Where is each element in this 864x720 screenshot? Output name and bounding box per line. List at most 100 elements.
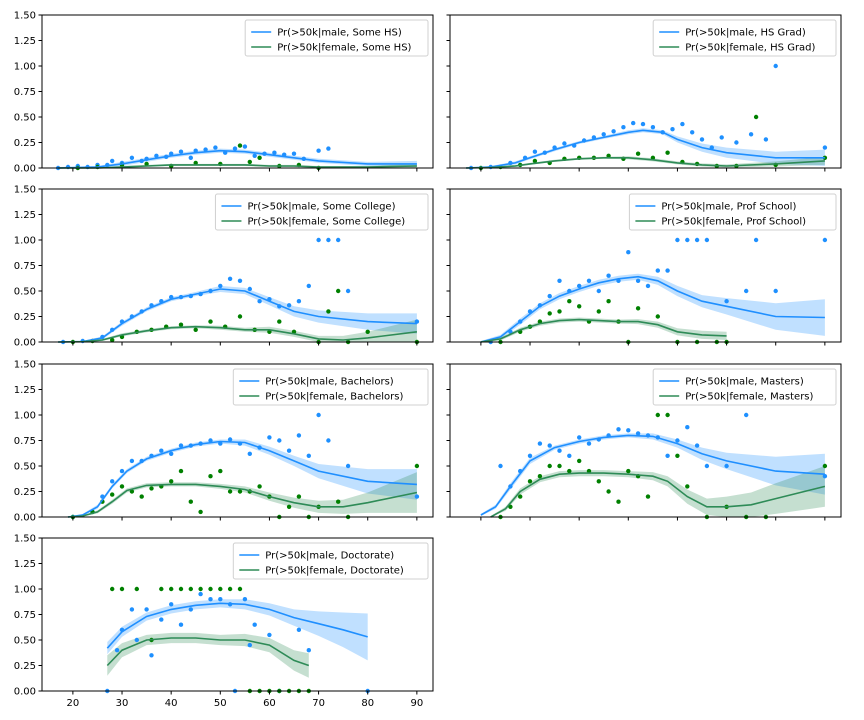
data-point bbox=[557, 278, 562, 283]
data-point bbox=[178, 586, 184, 592]
data-point bbox=[198, 509, 203, 515]
y-tick-label: 1.00 bbox=[14, 236, 36, 247]
data-point bbox=[748, 132, 754, 137]
data-point bbox=[178, 322, 184, 327]
data-point bbox=[316, 237, 321, 243]
y-tick-label: 0.00 bbox=[14, 164, 36, 175]
data-point bbox=[822, 463, 828, 469]
legend-entry: Pr(>50k|male, Doctorate) bbox=[265, 551, 394, 562]
data-point bbox=[129, 155, 135, 160]
confidence-band-0 bbox=[480, 273, 825, 342]
data-point bbox=[763, 137, 769, 142]
data-point bbox=[149, 653, 154, 658]
data-point bbox=[690, 130, 695, 135]
data-point bbox=[822, 474, 828, 479]
confidence-band-1 bbox=[490, 466, 825, 517]
data-point bbox=[169, 479, 174, 484]
legend-entry: Pr(>50k|female, Doctorate) bbox=[265, 566, 404, 577]
data-point bbox=[626, 250, 631, 255]
data-point bbox=[414, 319, 420, 324]
data-point bbox=[208, 474, 213, 479]
data-point bbox=[247, 642, 252, 648]
data-point bbox=[326, 237, 331, 243]
x-tick-label: 70 bbox=[312, 698, 325, 709]
legend-entry: Pr(>50k|male, Bachelors) bbox=[265, 377, 393, 388]
data-point bbox=[547, 311, 552, 316]
data-point bbox=[218, 468, 223, 474]
series-line-0 bbox=[466, 129, 825, 169]
data-point bbox=[606, 299, 611, 304]
data-point bbox=[645, 494, 651, 499]
y-tick-label: 1.25 bbox=[14, 210, 36, 221]
data-point bbox=[188, 499, 193, 504]
legend-box bbox=[244, 19, 429, 57]
panel-3: 0.00 0.25 0.50 0.75 1.00 1.25 1.50 Pr(>50k|male… bbox=[14, 185, 434, 349]
panel-1: 0.00 0.25 0.50 0.75 1.00 1.25 1.50 Pr(>50k|male… bbox=[14, 11, 434, 175]
data-point bbox=[139, 494, 144, 499]
data-point bbox=[616, 427, 621, 432]
data-point bbox=[286, 504, 292, 509]
data-point bbox=[635, 151, 641, 156]
legend-entry: Pr(>50k|female, Bachelors) bbox=[265, 392, 403, 403]
data-point bbox=[665, 412, 670, 418]
data-point bbox=[144, 607, 149, 612]
data-point bbox=[586, 468, 592, 474]
data-point bbox=[326, 146, 331, 151]
data-point bbox=[306, 283, 311, 289]
data-point bbox=[586, 441, 592, 446]
data-point bbox=[257, 299, 262, 304]
data-point bbox=[596, 288, 601, 294]
data-point bbox=[694, 237, 700, 243]
data-point bbox=[626, 468, 631, 474]
series-line-0 bbox=[67, 440, 417, 518]
y-tick-label: 0.75 bbox=[14, 87, 36, 98]
data-point bbox=[680, 121, 685, 127]
data-point bbox=[218, 597, 223, 602]
data-point bbox=[188, 586, 193, 592]
series-line-0 bbox=[480, 275, 825, 343]
y-tick-label: 0.50 bbox=[14, 462, 36, 473]
data-point bbox=[822, 237, 828, 243]
data-point bbox=[562, 141, 567, 146]
data-point bbox=[119, 586, 125, 592]
data-point bbox=[586, 278, 592, 283]
data-point bbox=[527, 479, 533, 484]
data-point bbox=[169, 151, 174, 156]
panel-6: Pr(>50k|male, Masters) Pr(>50k|female, Ma… bbox=[446, 363, 842, 521]
data-point bbox=[606, 153, 611, 158]
series-line-0 bbox=[480, 434, 825, 516]
data-point bbox=[626, 428, 631, 433]
data-point bbox=[704, 237, 710, 243]
legend-entry: Pr(>50k|female, Masters) bbox=[685, 392, 813, 403]
data-point bbox=[773, 288, 778, 294]
data-point bbox=[606, 273, 611, 278]
data-point bbox=[577, 435, 582, 440]
data-point bbox=[577, 458, 582, 464]
data-point bbox=[611, 129, 616, 134]
y-tick-label: 1.25 bbox=[14, 559, 36, 570]
y-tick-label: 0.25 bbox=[14, 661, 36, 672]
data-point bbox=[237, 278, 243, 283]
data-point bbox=[178, 468, 184, 474]
data-point bbox=[577, 304, 582, 309]
data-point bbox=[286, 448, 292, 453]
data-point bbox=[365, 329, 370, 334]
legend-box bbox=[232, 368, 429, 406]
legend-entry: Pr(>50k|female, Some HS) bbox=[277, 43, 411, 54]
data-point bbox=[734, 140, 739, 145]
panels: 0.00 0.25 0.50 0.75 1.00 1.25 1.50 Pr(>50k|male… bbox=[14, 11, 842, 709]
data-point bbox=[744, 288, 749, 294]
data-point bbox=[557, 463, 562, 469]
y-tick-label: 0.00 bbox=[14, 687, 36, 698]
x-tick-label: 40 bbox=[165, 698, 178, 709]
data-point bbox=[242, 597, 248, 602]
data-point bbox=[237, 314, 243, 319]
data-point bbox=[169, 602, 174, 607]
y-tick-label: 1.50 bbox=[14, 360, 36, 371]
data-point bbox=[134, 637, 139, 643]
data-point bbox=[645, 283, 651, 289]
data-point bbox=[621, 125, 626, 130]
data-point bbox=[596, 479, 601, 484]
data-point bbox=[119, 484, 125, 489]
data-point bbox=[326, 438, 331, 443]
